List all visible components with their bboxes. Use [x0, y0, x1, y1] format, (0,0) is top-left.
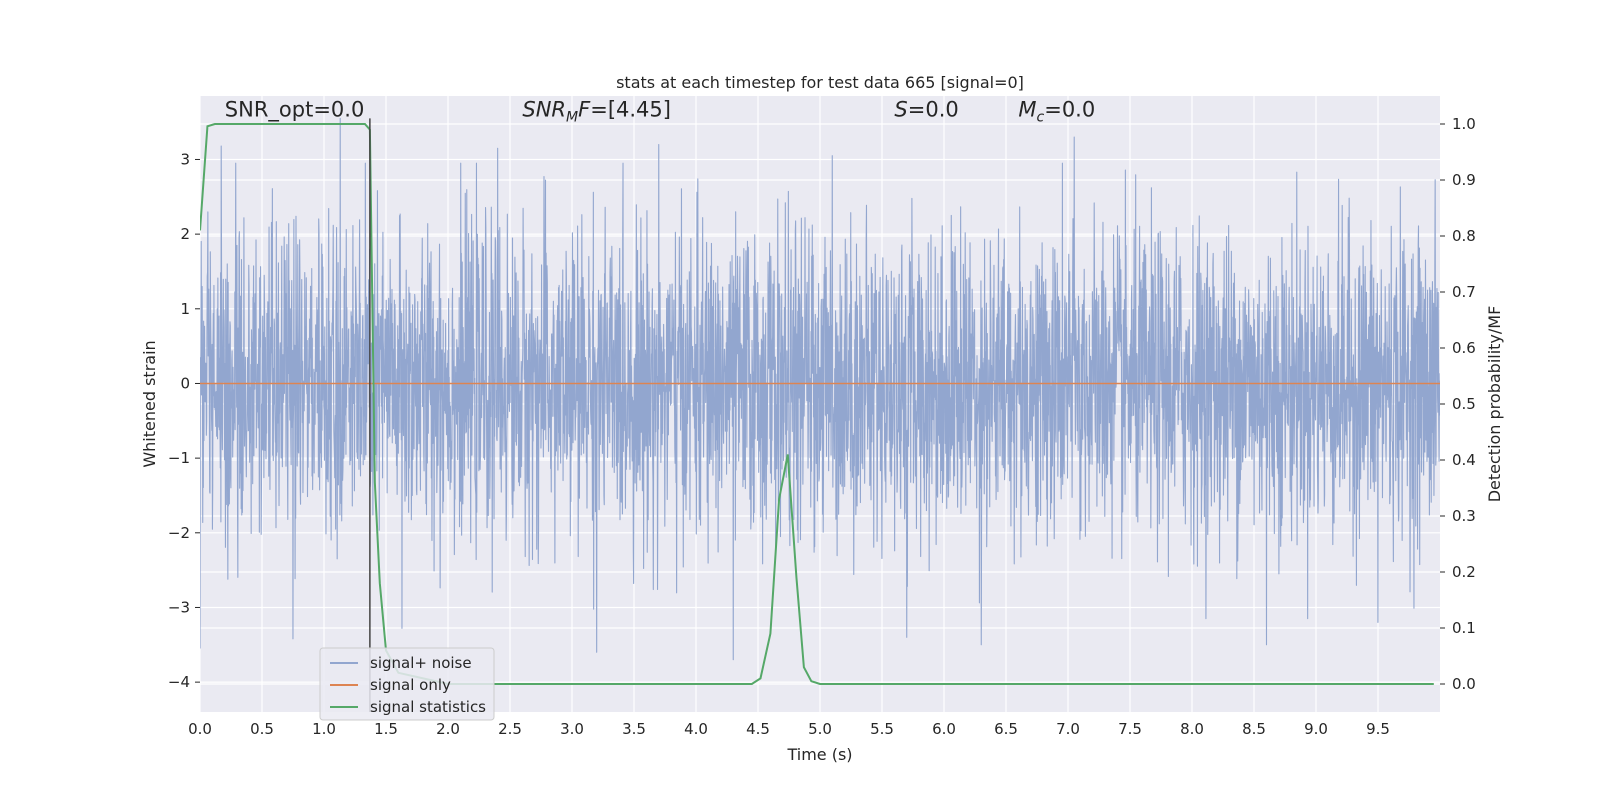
- legend: signal+ noise signal only signal statistic…: [319, 647, 495, 721]
- y-axis-label: Whitened strain: [140, 340, 159, 467]
- annotation-text: Mc=0.0: [1018, 98, 1095, 126]
- y2-tick-label: 0.8: [1452, 227, 1476, 245]
- x-tick-label: 1.5: [374, 720, 398, 738]
- x-tick-label: 0.5: [250, 720, 274, 738]
- y2-tick-label: 0.7: [1452, 283, 1476, 301]
- x-tick-label: 2.0: [436, 720, 460, 738]
- x-tick-label: 6.0: [932, 720, 956, 738]
- y2-axis-label: Detection probability/MF: [1485, 306, 1504, 503]
- x-tick-label: 5.0: [808, 720, 832, 738]
- annotation-text: SNRMF=[4.45]: [522, 98, 671, 126]
- y2-tick-label: 0.0: [1452, 675, 1476, 693]
- y2-tick-label: 0.1: [1452, 619, 1476, 637]
- series-signal-statistics: [200, 123, 1434, 685]
- y2-tick-label: 0.2: [1452, 563, 1476, 581]
- x-tick-label: 5.5: [870, 720, 894, 738]
- series-signal-noise: [200, 117, 1440, 661]
- y-tick-label: 0: [180, 374, 190, 392]
- x-tick-label: 2.5: [498, 720, 522, 738]
- series-layer: [200, 117, 1440, 712]
- legend-label: signal only: [370, 676, 451, 694]
- chart-title: stats at each timestep for test data 665…: [616, 73, 1024, 92]
- legend-label: signal statistics: [370, 698, 486, 716]
- y-tick-label: −2: [168, 524, 190, 542]
- y-tick-label: −4: [168, 673, 190, 691]
- x-tick-label: 1.0: [312, 720, 336, 738]
- x-tick-label: 7.5: [1118, 720, 1142, 738]
- x-tick-label: 6.5: [994, 720, 1018, 738]
- x-tick-label: 9.5: [1366, 720, 1390, 738]
- y2-tick-label: 0.6: [1452, 339, 1476, 357]
- legend-box: [319, 647, 495, 721]
- x-axis-label: Time (s): [786, 745, 852, 764]
- x-tick-label: 8.0: [1180, 720, 1204, 738]
- y2-tick-label: 0.3: [1452, 507, 1476, 525]
- annotations: SNR_opt=0.0 SNRMF=[4.45] S=0.0 Mc=0.0: [225, 98, 1095, 126]
- x-tick-label: 0.0: [188, 720, 212, 738]
- y-tick-label: 2: [180, 225, 190, 243]
- legend-label: signal+ noise: [370, 654, 472, 672]
- x-tick-label: 4.0: [684, 720, 708, 738]
- x-tick-label: 3.5: [622, 720, 646, 738]
- y-tick-label: 1: [180, 300, 190, 318]
- y-tick-label: 3: [180, 150, 190, 168]
- ticks: 0.0 0.5 1.0 1.5 2.0 2.5 3.0 3.5 4.0 4.5 5.0 5.5 6.0 6…: [168, 115, 1476, 738]
- y2-tick-label: 0.9: [1452, 171, 1476, 189]
- x-tick-label: 9.0: [1304, 720, 1328, 738]
- y-tick-label: −3: [168, 598, 190, 616]
- y2-tick-label: 0.5: [1452, 395, 1476, 413]
- x-tick-label: 7.0: [1056, 720, 1080, 738]
- y2-tick-label: 1.0: [1452, 115, 1476, 133]
- y2-tick-label: 0.4: [1452, 451, 1476, 469]
- annotation-text: SNR_opt=0.0: [225, 98, 365, 123]
- x-tick-label: 4.5: [746, 720, 770, 738]
- x-tick-label: 8.5: [1242, 720, 1266, 738]
- annotation-text: S=0.0: [894, 98, 958, 122]
- y-tick-label: −1: [168, 449, 190, 467]
- x-tick-label: 3.0: [560, 720, 584, 738]
